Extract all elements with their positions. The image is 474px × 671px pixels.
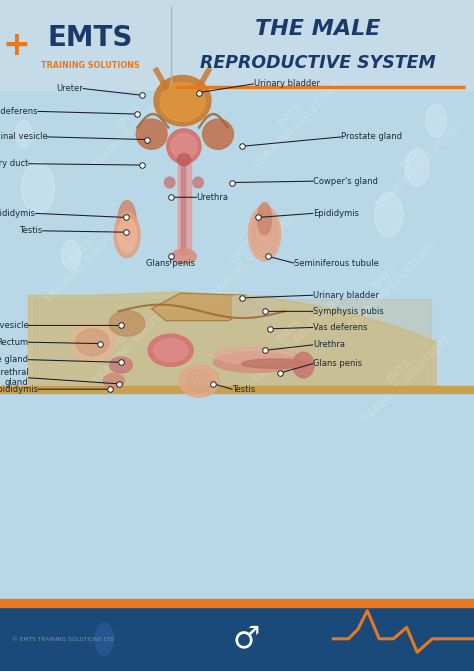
Ellipse shape <box>172 249 196 264</box>
Ellipse shape <box>292 352 314 378</box>
Text: EMTS
TRAINING SOLUTIONS: EMTS TRAINING SOLUTIONS <box>339 232 438 331</box>
Text: EMTS
TRAINING SOLUTIONS: EMTS TRAINING SOLUTIONS <box>353 326 453 425</box>
Text: Epididymis: Epididymis <box>0 384 38 394</box>
Text: Testis: Testis <box>19 226 43 236</box>
Text: Vas deferens: Vas deferens <box>313 323 367 332</box>
Text: EMTS
TRAINING SOLUTIONS: EMTS TRAINING SOLUTIONS <box>36 205 135 305</box>
Polygon shape <box>28 292 436 393</box>
Ellipse shape <box>426 105 447 137</box>
Ellipse shape <box>137 119 167 149</box>
Text: Cowper's gland: Cowper's gland <box>313 176 378 186</box>
Text: Urinary bladder: Urinary bladder <box>254 79 319 89</box>
Text: Symphysis pubis: Symphysis pubis <box>313 307 383 316</box>
Text: Prostate gland: Prostate gland <box>341 132 402 142</box>
Ellipse shape <box>405 150 429 186</box>
FancyBboxPatch shape <box>0 386 474 393</box>
Text: Vas deferens: Vas deferens <box>0 107 38 116</box>
Ellipse shape <box>62 240 81 270</box>
Ellipse shape <box>109 357 132 373</box>
Text: Seminiferous tubule: Seminiferous tubule <box>294 258 379 268</box>
Ellipse shape <box>148 334 193 366</box>
FancyBboxPatch shape <box>0 607 474 671</box>
Text: Urethra: Urethra <box>313 340 345 350</box>
Ellipse shape <box>118 217 137 252</box>
Text: Testis: Testis <box>232 384 255 394</box>
Ellipse shape <box>109 311 145 336</box>
Text: Seminal vesicle: Seminal vesicle <box>0 321 28 330</box>
Ellipse shape <box>95 623 113 655</box>
Text: Seminal vesicle: Seminal vesicle <box>0 132 47 142</box>
Text: +: + <box>3 29 30 62</box>
Text: Rectum: Rectum <box>0 338 28 347</box>
Ellipse shape <box>103 374 124 389</box>
FancyBboxPatch shape <box>0 599 474 607</box>
Ellipse shape <box>76 329 109 356</box>
Text: Epididymis: Epididymis <box>0 209 36 218</box>
Text: Urethra: Urethra <box>197 193 229 202</box>
FancyBboxPatch shape <box>181 162 185 254</box>
Text: Glans penis: Glans penis <box>146 258 195 268</box>
FancyBboxPatch shape <box>178 162 191 254</box>
Ellipse shape <box>214 348 298 364</box>
Text: REPRODUCTIVE SYSTEM: REPRODUCTIVE SYSTEM <box>200 54 436 72</box>
Text: Prostate gland: Prostate gland <box>0 355 28 364</box>
Ellipse shape <box>203 119 234 149</box>
Ellipse shape <box>15 121 32 148</box>
Ellipse shape <box>374 193 403 237</box>
Ellipse shape <box>242 359 308 368</box>
Text: EMTS
TRAINING SOLUTIONS: EMTS TRAINING SOLUTIONS <box>367 111 467 211</box>
Ellipse shape <box>154 75 211 126</box>
Ellipse shape <box>179 365 219 397</box>
Text: EMTS: EMTS <box>47 24 133 52</box>
FancyBboxPatch shape <box>33 299 431 389</box>
Text: EMTS
TRAINING SOLUTIONS: EMTS TRAINING SOLUTIONS <box>83 286 182 385</box>
Text: Glans penis: Glans penis <box>313 359 362 368</box>
Text: TRAINING SOLUTIONS: TRAINING SOLUTIONS <box>41 60 139 70</box>
Polygon shape <box>28 292 436 393</box>
Text: Ejaculatory duct: Ejaculatory duct <box>0 159 28 168</box>
Text: EMTS
TRAINING SOLUTIONS: EMTS TRAINING SOLUTIONS <box>197 205 296 305</box>
Ellipse shape <box>177 154 191 166</box>
Text: EMTS
TRAINING SOLUTIONS: EMTS TRAINING SOLUTIONS <box>244 71 344 170</box>
Ellipse shape <box>213 352 299 372</box>
Text: ♂: ♂ <box>233 625 260 654</box>
Ellipse shape <box>118 201 136 240</box>
Polygon shape <box>152 293 261 321</box>
FancyBboxPatch shape <box>0 0 474 91</box>
Ellipse shape <box>21 162 55 213</box>
Text: Epididymis: Epididymis <box>313 209 359 218</box>
FancyBboxPatch shape <box>0 91 474 599</box>
Text: Urinary bladder: Urinary bladder <box>313 291 379 300</box>
Text: Ureter: Ureter <box>56 84 83 93</box>
Ellipse shape <box>171 134 197 159</box>
Ellipse shape <box>160 83 205 121</box>
Text: THE MALE: THE MALE <box>255 19 380 39</box>
Text: EMTS
TRAINING SOLUTIONS: EMTS TRAINING SOLUTIONS <box>244 286 344 385</box>
Text: EMTS
TRAINING SOLUTIONS: EMTS TRAINING SOLUTIONS <box>83 71 182 170</box>
Ellipse shape <box>167 129 201 164</box>
Ellipse shape <box>248 206 281 261</box>
Ellipse shape <box>257 203 272 235</box>
Text: Bulbourethral
gland: Bulbourethral gland <box>0 368 28 387</box>
Ellipse shape <box>164 177 175 188</box>
FancyBboxPatch shape <box>233 296 277 321</box>
Text: © EMTS TRAINING SOLUTIONS LTD: © EMTS TRAINING SOLUTIONS LTD <box>12 637 114 641</box>
Ellipse shape <box>70 323 115 362</box>
Ellipse shape <box>193 177 203 188</box>
Ellipse shape <box>154 339 188 362</box>
Ellipse shape <box>114 212 140 258</box>
